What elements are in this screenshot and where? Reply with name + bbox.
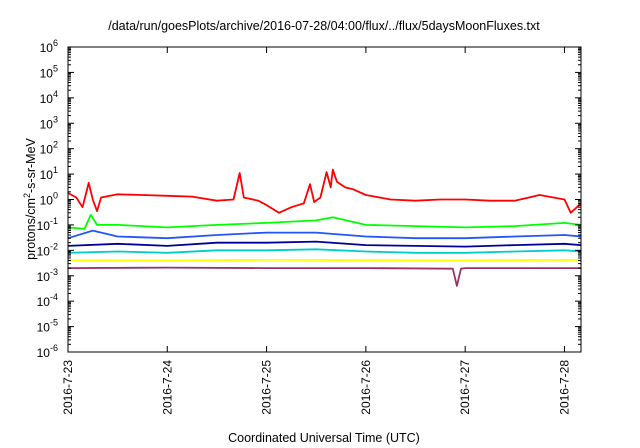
y-tick-base: 10 [40,41,54,55]
y-tick-exp: 3 [53,114,58,124]
y-tick-label: 10-6 [37,343,58,360]
y-tick-base: 10 [37,321,51,335]
y-tick-label: 10-2 [37,241,58,258]
y-tick-label: 103 [40,114,58,131]
series-line-7 [67,266,581,287]
y-tick-base: 10 [37,295,51,309]
x-tick-label: 2016-7-23 [61,360,75,415]
y-tick-label: 10-3 [37,267,58,284]
y-tick-base: 10 [37,219,51,233]
y-tick-base: 10 [40,66,54,80]
y-tick-exp: -6 [50,343,58,353]
y-tick-exp: -4 [50,292,58,302]
y-tick-exp: 2 [53,140,58,150]
y-tick-exp: -1 [50,216,58,226]
y-tick-base: 10 [40,194,54,208]
y-tick-label: 10-1 [37,216,58,233]
x-tick-label: 2016-7-27 [458,360,472,415]
x-tick-label: 2016-7-26 [359,360,373,415]
x-tick-label: 2016-7-25 [260,360,274,415]
series-line-2 [67,213,582,230]
chart-title: /data/run/goesPlots/archive/2016-07-28/0… [108,19,540,33]
series-layer [67,168,582,287]
y-tick-label: 101 [40,165,58,182]
y-tick-exp: -2 [50,241,58,251]
series-line-5 [67,248,582,254]
y-axis-label: protons/cm2-s-sr-MeV [22,137,38,259]
series-line-1 [67,168,582,214]
x-axis-label: Coordinated Universal Time (UTC) [228,431,420,445]
y-tick-exp: 1 [53,165,58,175]
y-tick-exp: 4 [53,89,58,99]
plot-frame [67,46,582,353]
y-tick-label: 104 [40,89,58,106]
y-tick-exp: 6 [53,38,58,48]
y-tick-label: 106 [40,38,58,55]
y-tick-base: 10 [37,346,51,360]
y-tick-label: 10-5 [37,318,58,335]
y-tick-base: 10 [40,92,54,106]
y-tick-base: 10 [40,117,54,131]
ticks-layer: 10-610-510-410-310-210-11001011021031041… [37,38,581,415]
y-axis-label-rest: -s-sr-MeV [24,137,38,193]
series-line-6 [68,259,582,262]
y-tick-base: 10 [37,270,51,284]
y-tick-exp: -3 [50,267,58,277]
y-tick-exp: 5 [53,63,58,73]
y-tick-exp: 0 [53,191,58,201]
y-tick-base: 10 [37,244,51,258]
y-tick-exp: -5 [50,318,58,328]
y-tick-base: 10 [40,143,54,157]
y-tick-label: 10-4 [37,292,58,309]
y-axis-label-base: protons/cm [24,198,38,260]
x-tick-label: 2016-7-24 [160,360,174,415]
x-tick-label: 2016-7-28 [557,360,571,415]
y-axis-label-sup: 2 [22,193,32,198]
y-tick-label: 105 [40,63,58,80]
y-tick-label: 100 [40,191,58,208]
series-line-3 [67,229,582,240]
y-tick-label: 102 [40,140,58,157]
y-tick-base: 10 [40,168,54,182]
series-line-4 [67,240,582,248]
